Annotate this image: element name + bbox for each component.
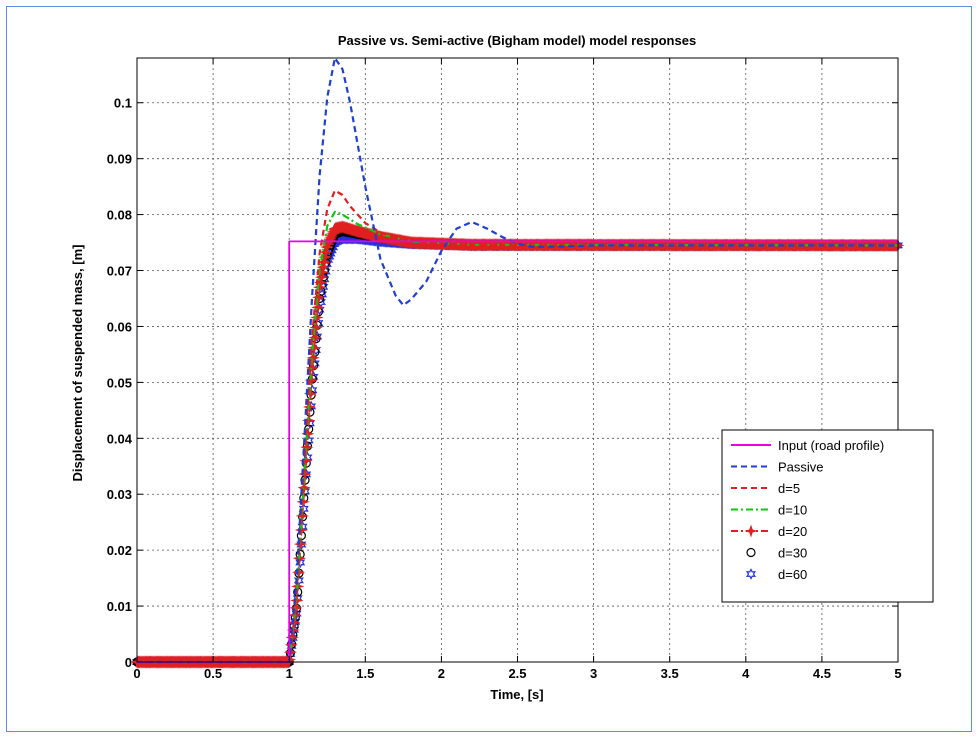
data-point: [314, 270, 329, 284]
x-tick-label: 5: [894, 666, 901, 681]
y-axis-label: Displacement of suspended mass, [m]: [70, 245, 85, 482]
data-point: [297, 481, 311, 495]
data-point: [317, 255, 331, 269]
grid: [137, 58, 898, 662]
x-tick-label: 2.5: [508, 666, 526, 681]
x-tick-label: 3.5: [661, 666, 679, 681]
data-point: [306, 351, 320, 365]
x-tick-label: 4: [742, 666, 750, 681]
data-point: [291, 607, 302, 620]
data-point: [311, 300, 325, 314]
legend-item: Input (road profile): [731, 438, 884, 453]
x-tick-label: 1.5: [356, 666, 374, 681]
series-line: [137, 56, 898, 664]
legend-label: Input (road profile): [778, 438, 884, 453]
data-point: [309, 321, 323, 335]
legend: Input (road profile) Passive d=5 d=10 d=20 d=…: [721, 429, 934, 603]
data-point: [303, 434, 314, 447]
legend-marker: [744, 524, 758, 538]
legend-box: [721, 429, 934, 603]
y-tick-label: 0.02: [107, 543, 132, 558]
x-tick-label: 4.5: [813, 666, 831, 681]
data-point: [316, 260, 330, 274]
x-tick-label: 0: [133, 666, 140, 681]
legend-marker: [746, 547, 756, 558]
x-axis-label: Time, [s]: [490, 687, 543, 702]
series-group: [130, 56, 905, 669]
y-tick-label: 0.09: [107, 152, 132, 167]
legend-item: d=60: [745, 567, 807, 582]
series-passive: [137, 56, 898, 664]
legend-item: d=20: [731, 524, 807, 539]
y-tick-label: 0.08: [107, 208, 132, 223]
y-tick-label: 0.1: [114, 96, 132, 111]
legend-label: d=10: [778, 503, 807, 518]
legend-label: d=30: [778, 546, 807, 561]
y-tick-label: 0: [125, 655, 132, 670]
data-point: [317, 288, 328, 301]
data-point: [308, 330, 322, 345]
data-point: [295, 509, 309, 523]
legend-item: d=5: [731, 481, 800, 496]
legend-item: Passive: [731, 460, 824, 475]
y-tick-label: 0.05: [107, 375, 132, 390]
legend-marker: [745, 568, 757, 580]
data-point: [319, 245, 333, 259]
legend-item: d=10: [731, 503, 807, 518]
x-tick-label: 1: [286, 666, 293, 681]
ticks: 0 0.5 1 1.5 2 2.5 3 3.5 4 4.5 5 0 0.01 0.02 0.03 0.04 0.…: [107, 58, 902, 681]
x-tick-label: 0.5: [204, 666, 222, 681]
x-tick-label: 3: [590, 666, 597, 681]
legend-label: d=5: [778, 481, 800, 496]
legend-label: d=20: [778, 524, 807, 539]
chart-title: Passive vs. Semi-active (Bigham model) m…: [338, 33, 696, 48]
data-point: [312, 290, 326, 305]
y-tick-label: 0.06: [107, 319, 132, 334]
x-tick-label: 2: [438, 666, 445, 681]
legend-item: d=30: [746, 546, 807, 561]
y-tick-label: 0.03: [107, 487, 132, 502]
y-tick-label: 0.01: [107, 599, 132, 614]
data-point: [305, 361, 319, 375]
legend-label: d=60: [778, 567, 807, 582]
data-point: [296, 538, 307, 551]
legend-label: Passive: [778, 460, 824, 475]
y-tick-label: 0.04: [107, 431, 133, 446]
data-point: [300, 440, 314, 454]
data-point: [295, 556, 306, 569]
y-tick-label: 0.07: [107, 264, 132, 279]
